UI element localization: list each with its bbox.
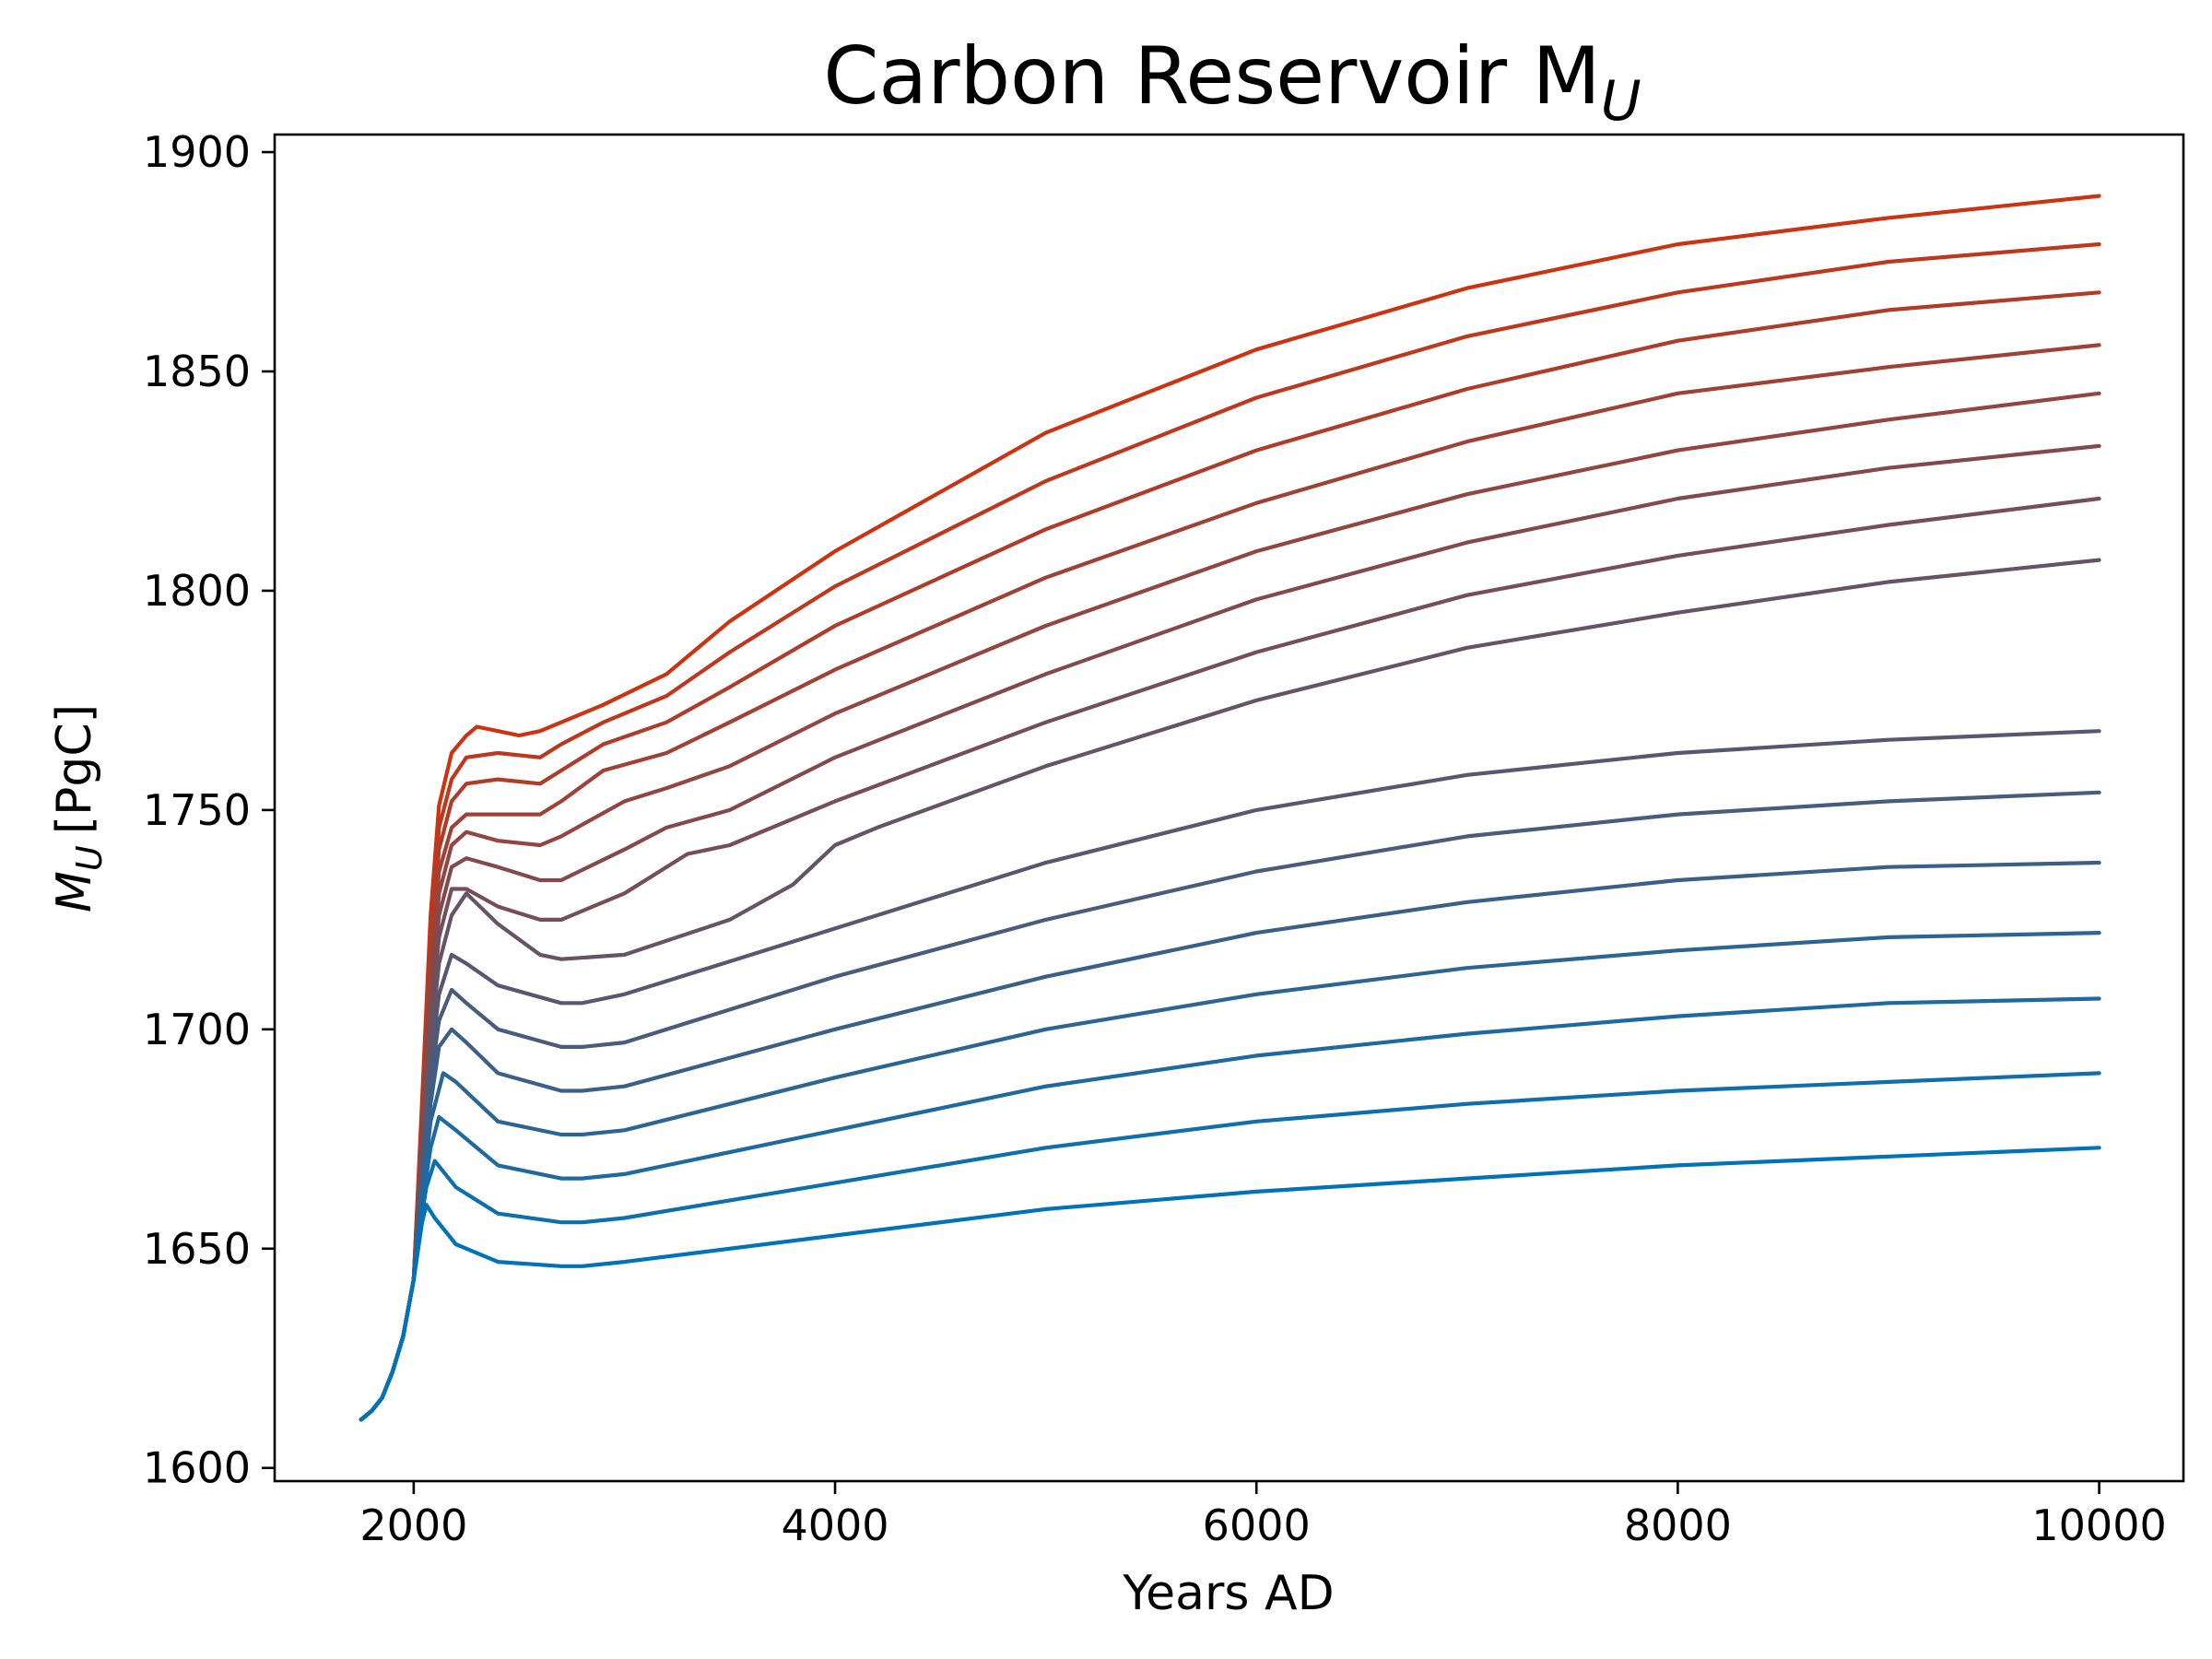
plot-frame — [273, 133, 2185, 1483]
x-tick-label: 4000 — [782, 1500, 889, 1550]
x-tick-label: 2000 — [359, 1500, 467, 1550]
chart-title: Carbon Reservoir MU — [823, 30, 1641, 134]
y-axis-ticks: 1600 1650 1700 1750 1800 1850 1900 — [143, 127, 275, 1493]
x-tick-label: 8000 — [1624, 1500, 1732, 1550]
y-axis-title-subscript: U — [69, 845, 110, 871]
y-axis-title: MU [PgC] — [47, 704, 110, 912]
x-axis-title: Years AD — [1122, 1566, 1334, 1621]
y-tick-label: 1850 — [143, 347, 251, 396]
x-axis-ticks: 2000 4000 6000 8000 10000 — [359, 1481, 2167, 1550]
x-tick-label: 6000 — [1203, 1500, 1311, 1550]
chart-title-text: Carbon Reservoir M — [823, 30, 1600, 123]
y-tick-label: 1800 — [143, 566, 251, 616]
chart-title-subscript: U — [1601, 69, 1641, 134]
x-tick-label: 10000 — [2031, 1500, 2166, 1550]
y-tick-label: 1900 — [143, 127, 251, 177]
series-line-1 — [359, 1146, 2101, 1422]
series-layer — [359, 194, 2101, 1422]
y-tick-label: 1600 — [143, 1443, 251, 1493]
y-tick-label: 1750 — [143, 785, 251, 835]
y-tick-label: 1700 — [143, 1005, 251, 1054]
y-tick-label: 1650 — [143, 1224, 251, 1274]
y-axis-title-symbol: M — [47, 871, 102, 912]
y-axis-title-units: [PgC] — [47, 704, 102, 834]
